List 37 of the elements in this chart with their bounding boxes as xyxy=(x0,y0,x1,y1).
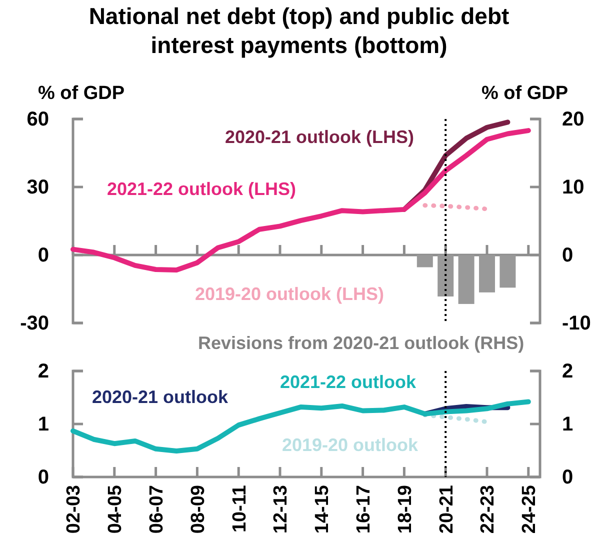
y-tick-label: 0 xyxy=(38,466,49,488)
x-tick-label: 14-15 xyxy=(312,484,334,534)
text: Revisions from 2020-21 outlook (RHS) xyxy=(198,333,524,353)
x-tick-label: 22-23 xyxy=(478,485,499,534)
x-tick-label: 06-07 xyxy=(146,485,168,534)
y2-tick-label: 1 xyxy=(562,413,574,436)
y2-axis-title: % of GDP xyxy=(481,83,568,104)
x-tick-label: 02-03 xyxy=(64,485,85,534)
chart-title: National net debt (top) and public debt interest payments (bottom) xyxy=(88,3,510,58)
x-tick-label: 04-05 xyxy=(105,484,126,534)
y2-tick-label: 2 xyxy=(562,360,574,382)
y2-tick-label: 0 xyxy=(562,466,574,488)
y2-tick-label: 20 xyxy=(562,108,584,130)
y-axis-title: % of GDP xyxy=(38,83,125,104)
y-tick-label: 60 xyxy=(26,108,49,130)
y-tick-label: -30 xyxy=(20,312,49,334)
y-tick-label: 1 xyxy=(38,413,49,436)
x-tick-label: 24-25 xyxy=(519,484,540,534)
series-label: 2019-20 outlook xyxy=(282,435,420,455)
y2-tick-label: -10 xyxy=(562,312,591,334)
y-tick-label: 0 xyxy=(38,244,49,266)
y2-tick-label: 10 xyxy=(562,176,584,198)
text: 2019-20 outlook (LHS) xyxy=(195,284,384,304)
y2-tick-label: 0 xyxy=(562,244,574,266)
x-tick-label: 18-19 xyxy=(394,485,416,534)
x-tick-label: 10-11 xyxy=(229,484,250,533)
series-label: 2021-22 outlook xyxy=(280,372,418,392)
x-tick-label: 08-09 xyxy=(188,485,209,534)
text: 2020-21 outlook xyxy=(92,387,230,407)
line-series xyxy=(422,412,490,424)
x-tick-label: 16-17 xyxy=(353,485,374,534)
x-tick-label: 20-21 xyxy=(436,484,458,534)
y-tick-label: 30 xyxy=(26,176,49,198)
x-tick-label: 12-13 xyxy=(270,485,292,534)
series-label: 2021-22 outlook (LHS) xyxy=(107,179,296,199)
series-label: 2020-21 outlook (LHS) xyxy=(225,127,414,147)
y-tick-label: 2 xyxy=(38,360,49,382)
